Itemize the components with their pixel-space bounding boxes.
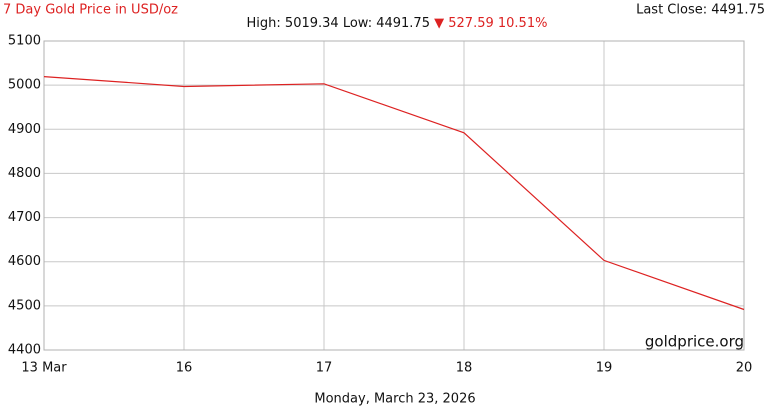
x-tick-label: 18 — [456, 361, 473, 376]
summary: High: 5019.34 Low: 4491.75 — [247, 16, 430, 31]
y-tick-label: 4900 — [8, 122, 41, 137]
last-close: Last Close: 4491.75 — [636, 3, 765, 18]
x-tick-label: 19 — [596, 361, 613, 376]
plot-border — [43, 40, 745, 351]
y-tick-label: 5100 — [8, 34, 41, 49]
x-tick-label: 13 Mar — [21, 361, 67, 376]
x-tick-label: 17 — [316, 361, 333, 376]
summary-line: High: 5019.34 Low: 4491.75 ▼ 527.59 10.5… — [247, 16, 548, 31]
y-tick-label: 4400 — [8, 343, 41, 358]
y-tick-label: 4600 — [8, 254, 41, 269]
x-tick-label: 20 — [736, 361, 753, 376]
y-tick-label: 4800 — [8, 166, 41, 181]
y-tick-label: 5000 — [8, 78, 41, 93]
x-axis-title: Monday, March 23, 2026 — [314, 392, 475, 407]
chart-title: 7 Day Gold Price in USD/oz — [3, 3, 178, 18]
y-tick-label: 4700 — [8, 210, 41, 225]
watermark: goldprice.org — [645, 333, 744, 351]
change: ▼ 527.59 10.51% — [434, 16, 547, 31]
price-line — [43, 76, 745, 311]
y-tick-label: 4500 — [8, 298, 41, 313]
x-tick-label: 16 — [176, 361, 193, 376]
